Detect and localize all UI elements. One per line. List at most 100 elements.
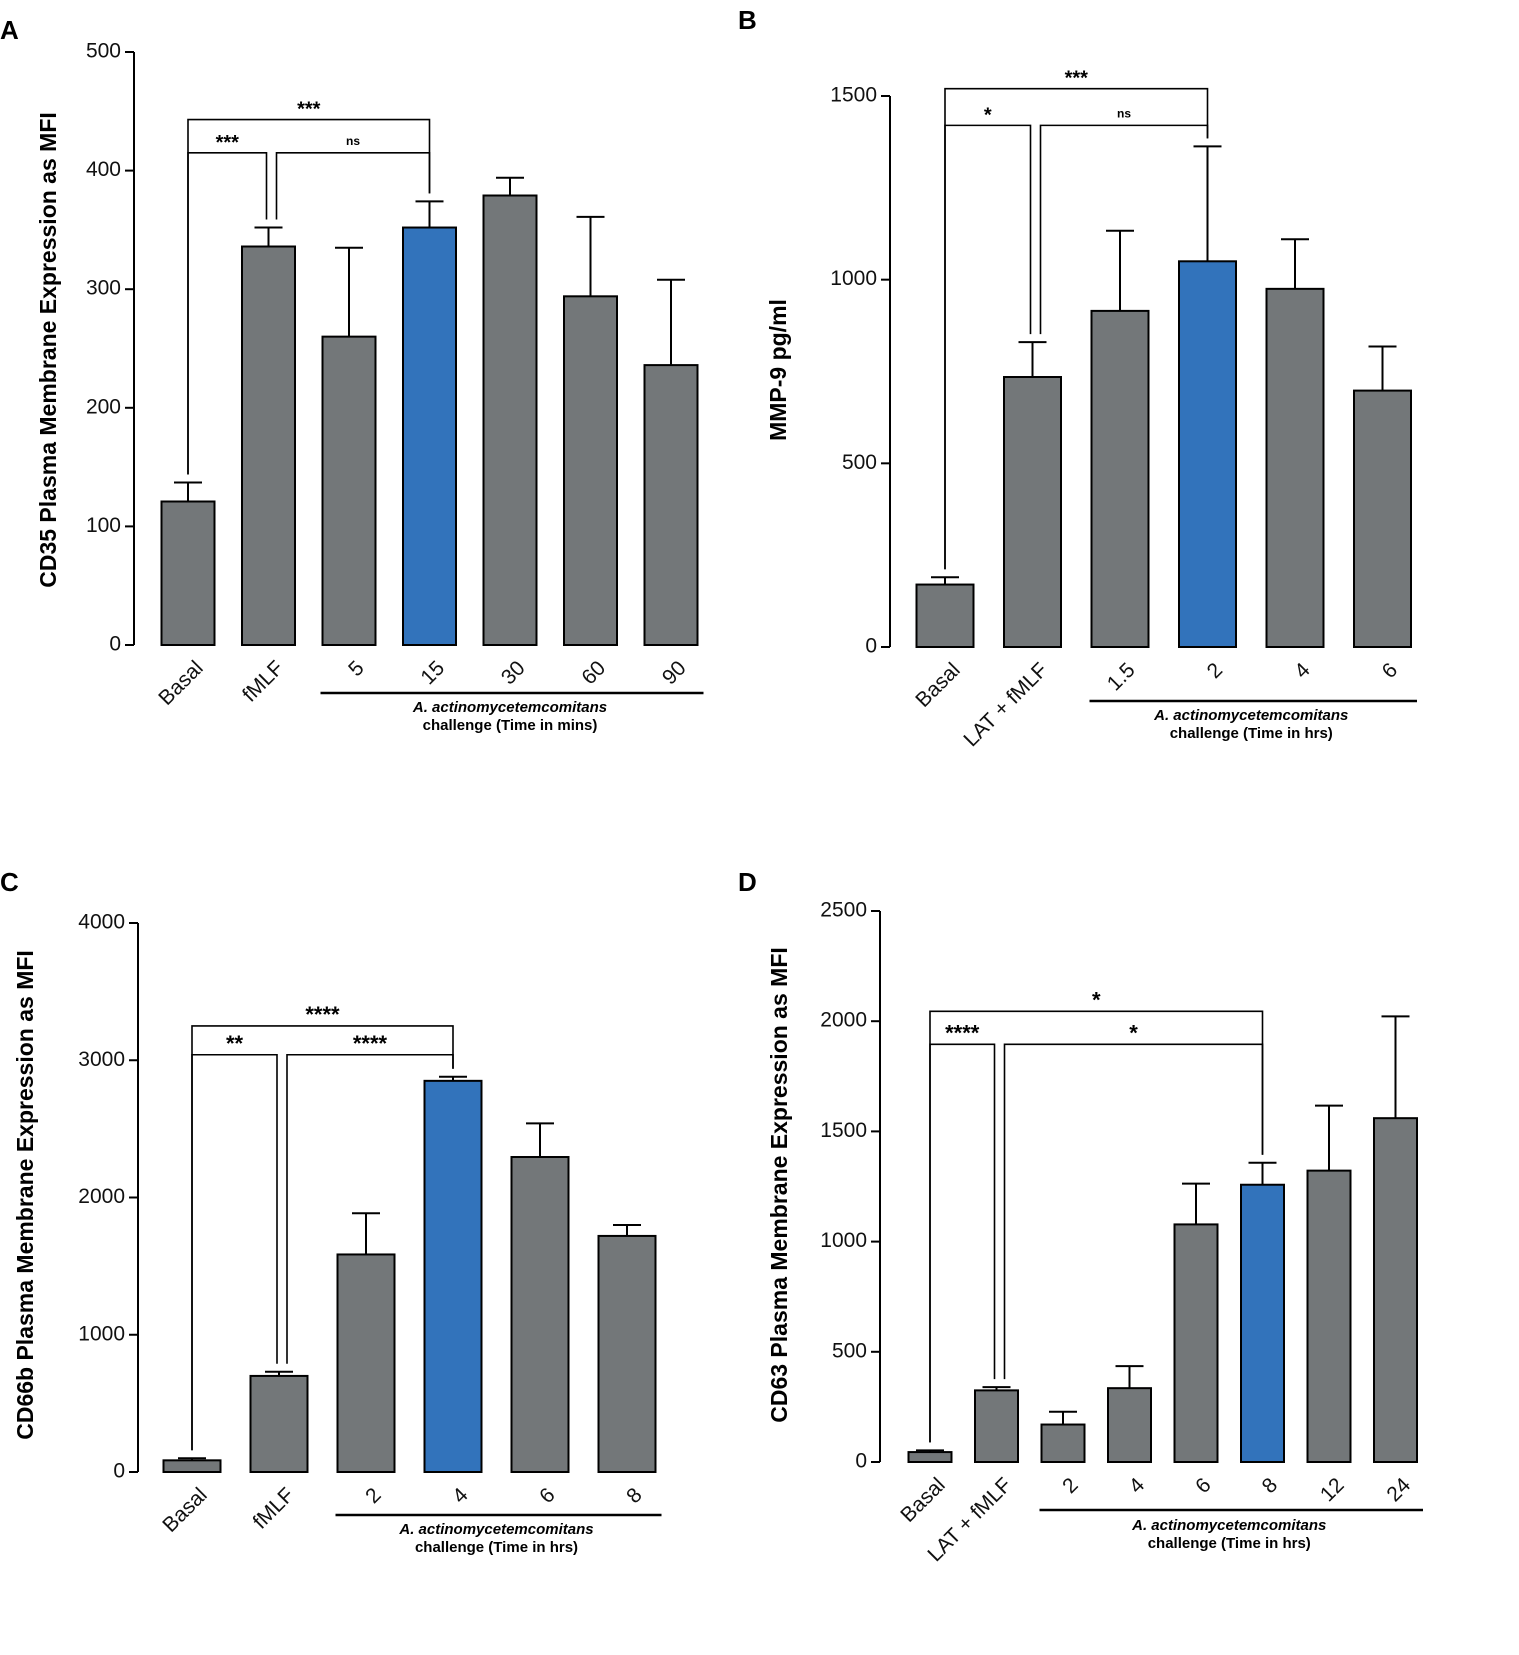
- bar-8: [1240, 1183, 1285, 1464]
- group-label-species: A. actinomycetemcomitans: [412, 699, 607, 716]
- panel-label: D: [738, 867, 757, 897]
- group-label-challenge: challenge (Time in hrs): [1170, 725, 1333, 742]
- bar-24: [1373, 1117, 1418, 1464]
- x-tick-label: 6: [1191, 1473, 1216, 1498]
- x-tick-label: 24: [1382, 1473, 1415, 1506]
- x-tick-label: Basal: [896, 1473, 949, 1526]
- bar-60: [563, 295, 618, 646]
- chart-panel-d: D 0 500 1000 1500 2000 2500 CD63 Plasma Membran…: [738, 867, 1423, 1566]
- significance-label: *: [1092, 987, 1101, 1012]
- x-tick-label: 2: [1203, 658, 1228, 683]
- significance-label: **: [226, 1031, 244, 1056]
- y-tick-label: 1500: [820, 1119, 867, 1142]
- y-axis-title: CD35 Plasma Membrane Expression as MFI: [35, 112, 61, 588]
- bar-2: [1178, 260, 1237, 648]
- bar-fmlf: [249, 1374, 309, 1474]
- significance-label: ns: [1117, 106, 1131, 120]
- x-tick-label: 2: [1058, 1473, 1083, 1498]
- x-tick-label: 5: [344, 656, 369, 681]
- significance-label: ***: [216, 132, 240, 154]
- significance-bracket: [187, 118, 431, 475]
- bar-90: [643, 364, 699, 646]
- x-tick-label: 8: [1258, 1473, 1283, 1498]
- bar-lat-fmlf: [974, 1389, 1019, 1463]
- bar-4: [1107, 1387, 1152, 1464]
- y-tick-label: 0: [865, 635, 877, 658]
- bar-30: [482, 194, 538, 646]
- x-tick-label: 2: [361, 1483, 386, 1508]
- x-tick-label: 4: [1290, 658, 1315, 683]
- bar-8: [597, 1234, 657, 1474]
- significance-label: ****: [945, 1020, 980, 1045]
- y-tick-label: 2000: [820, 1009, 867, 1032]
- y-tick-label: 100: [86, 514, 121, 537]
- panel-label: B: [738, 5, 757, 35]
- bar-6: [1173, 1223, 1219, 1464]
- significance-label: *: [984, 104, 992, 126]
- significance-label: ****: [353, 1031, 388, 1056]
- significance-bracket: [929, 1043, 996, 1443]
- significance-bracket: [1003, 1043, 1264, 1380]
- y-axis-title: CD66b Plasma Membrane Expression as MFI: [12, 950, 38, 1440]
- x-tick-label: 6: [1378, 658, 1403, 683]
- y-tick-label: 0: [109, 633, 121, 656]
- bar-5: [321, 335, 377, 646]
- y-tick-label: 300: [86, 277, 121, 300]
- y-axis-title: CD63 Plasma Membrane Expression as MFI: [766, 947, 792, 1423]
- y-tick-label: 1000: [830, 267, 877, 290]
- significance-label: ****: [305, 1002, 340, 1027]
- y-tick-label: 1000: [820, 1229, 867, 1252]
- bar-lat-fmlf: [1003, 376, 1062, 648]
- group-label-species: A. actinomycetemcomitans: [398, 1521, 593, 1538]
- bar-12: [1306, 1169, 1352, 1464]
- bar-fmlf: [241, 245, 296, 646]
- bar-6: [510, 1156, 570, 1473]
- y-tick-label: 1000: [78, 1322, 125, 1345]
- panel-label: C: [0, 867, 19, 897]
- bar-basal: [907, 1451, 953, 1464]
- x-tick-label: 12: [1316, 1473, 1349, 1506]
- x-tick-label: 8: [622, 1483, 647, 1508]
- bar-2: [336, 1253, 396, 1473]
- y-tick-label: 3000: [78, 1048, 125, 1071]
- y-tick-label: 4000: [78, 911, 125, 934]
- significance-bracket: [944, 87, 1209, 570]
- x-tick-label: fMLF: [238, 656, 288, 706]
- x-tick-label: LAT + fMLF: [959, 658, 1052, 751]
- group-label-species: A. actinomycetemcomitans: [1153, 707, 1348, 724]
- y-tick-label: 500: [86, 40, 121, 63]
- bar-2: [1040, 1423, 1086, 1463]
- group-label-challenge: challenge (Time in hrs): [415, 1539, 578, 1556]
- x-tick-label: Basal: [911, 658, 964, 711]
- x-tick-label: 6: [535, 1483, 560, 1508]
- chart-panel-a: A 0 100 200 300 400 500 CD35 Plasma Membrane Ex…: [0, 15, 704, 734]
- group-label-challenge: challenge (Time in hrs): [1148, 1535, 1311, 1552]
- significance-bracket: [191, 1025, 454, 1451]
- bar-15: [402, 226, 457, 646]
- bar-basal: [160, 500, 216, 646]
- y-tick-label: 0: [855, 1450, 867, 1473]
- y-tick-label: 400: [86, 158, 121, 181]
- y-tick-label: 1500: [830, 84, 877, 107]
- panel-label: A: [0, 15, 19, 45]
- y-tick-label: 200: [86, 395, 121, 418]
- group-label-challenge: challenge (Time in mins): [423, 717, 598, 734]
- bar-1-5: [1090, 309, 1150, 648]
- chart-panel-c: C 0 1000 2000 3000 4000 CD66b Plasma Membrane …: [0, 867, 662, 1556]
- y-tick-label: 500: [842, 451, 877, 474]
- significance-label: *: [1129, 1020, 1138, 1045]
- y-tick-label: 2500: [820, 899, 867, 922]
- significance-label: ***: [1065, 68, 1089, 90]
- significance-label: ***: [297, 99, 321, 121]
- x-tick-label: Basal: [154, 656, 207, 709]
- bar-4: [423, 1079, 483, 1474]
- y-tick-label: 500: [832, 1339, 867, 1362]
- x-tick-label: 4: [448, 1483, 473, 1508]
- x-tick-label: 60: [577, 656, 610, 689]
- y-tick-label: 2000: [78, 1185, 125, 1208]
- x-tick-label: 90: [658, 656, 691, 689]
- significance-bracket: [275, 152, 431, 220]
- significance-bracket: [929, 1010, 1264, 1443]
